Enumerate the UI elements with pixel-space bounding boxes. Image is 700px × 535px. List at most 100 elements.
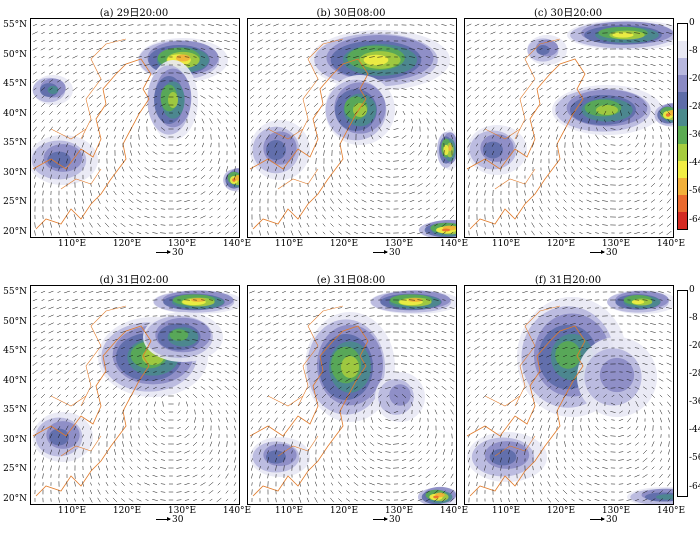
shading-contour xyxy=(555,341,581,369)
panel-title: (c) 30日20:00 xyxy=(533,8,603,19)
panel-title: (a) 29日20:00 xyxy=(99,8,169,19)
lon-label: 130°E xyxy=(384,506,414,516)
colorbar-label: 0 xyxy=(689,18,695,28)
shading-contour xyxy=(341,356,359,378)
coastline xyxy=(32,58,152,230)
coastline xyxy=(249,325,369,497)
lon-label: 120°E xyxy=(546,239,576,249)
map-frame xyxy=(247,18,457,238)
colorbar-swatch xyxy=(678,342,687,360)
lon-label: 130°E xyxy=(384,239,414,249)
shading-contour xyxy=(235,175,239,181)
colorbar-swatch xyxy=(678,427,687,445)
lon-label: 120°E xyxy=(546,506,576,516)
colorbar-label: -36 xyxy=(689,397,700,408)
reference-arrow xyxy=(156,517,171,521)
province-border xyxy=(50,38,127,190)
map-frame xyxy=(30,18,240,238)
lon-label: 130°E xyxy=(601,239,631,249)
colorbar-label: -56 xyxy=(689,453,700,464)
reference-label: 30 xyxy=(389,248,401,258)
reference-label: 30 xyxy=(606,515,618,525)
map-panel-a: (a) 29日20:00 55°N 50°N 45°N 40°N 35°N 30°N 25°N… xyxy=(3,8,251,258)
lat-label: 40°N xyxy=(3,108,27,119)
map-canvas xyxy=(466,290,673,504)
lat-label: 50°N xyxy=(3,316,27,327)
lat-label: 50°N xyxy=(3,49,27,60)
lat-label: 20°N xyxy=(3,493,27,504)
lon-label: 110°E xyxy=(57,506,87,516)
lon-label: 140°E xyxy=(222,239,252,249)
lat-label: 20°N xyxy=(3,226,27,237)
shading-contour xyxy=(190,298,206,302)
colorbar-label: -8 xyxy=(689,46,698,57)
shading-contour xyxy=(49,428,69,446)
lon-label: 130°E xyxy=(601,506,631,516)
lat-label: 35°N xyxy=(3,405,27,415)
shading-contour xyxy=(536,45,550,55)
lon-label: 120°E xyxy=(329,239,359,249)
province-border xyxy=(267,38,344,190)
lat-label: 55°N xyxy=(3,287,27,297)
shading-contour xyxy=(656,494,673,500)
colorbar-swatch xyxy=(678,325,687,343)
colorbar-swatch xyxy=(678,444,687,462)
reference-label: 30 xyxy=(389,515,401,525)
map-frame xyxy=(247,285,457,505)
colorbar-swatch xyxy=(678,58,687,76)
shading-contour xyxy=(169,329,189,341)
colorbar-label: -36 xyxy=(689,130,700,141)
shading-contour xyxy=(433,495,439,499)
wind-vectors xyxy=(32,23,238,236)
lon-label: 120°E xyxy=(112,239,142,249)
wind-vectors xyxy=(32,290,238,503)
colorbar-swatch xyxy=(678,143,687,161)
wind-vectors xyxy=(466,23,672,236)
colorbar-swatch xyxy=(678,160,687,178)
shading-contour xyxy=(175,54,191,62)
colorbar-label: -56 xyxy=(689,186,700,197)
reference-vector: 30 xyxy=(590,248,617,258)
lon-label: 130°E xyxy=(167,239,197,249)
map-panel-c: (c) 30日20:00 110°E 120°E 130°E 140°E 30 xyxy=(464,8,685,258)
reference-vector: 30 xyxy=(156,248,183,258)
colorbar-bottom xyxy=(677,290,688,497)
shading-contour xyxy=(168,92,178,108)
lon-label: 120°E xyxy=(329,506,359,516)
colorbar-swatch xyxy=(678,291,687,309)
colorbar-swatch xyxy=(678,177,687,195)
colorbar-swatch xyxy=(678,461,687,479)
map-frame xyxy=(464,285,674,505)
colorbar-label: -64 xyxy=(689,481,700,492)
lon-label: 140°E xyxy=(222,506,252,516)
reference-vector: 30 xyxy=(373,248,400,258)
shading-contour xyxy=(266,140,286,160)
reference-label: 30 xyxy=(606,248,618,258)
reference-vector: 30 xyxy=(373,515,400,525)
map-panel-f: (f) 31日20:00 110°E 120°E 130°E 140°E 30 xyxy=(464,275,685,525)
colorbar-label: -28 xyxy=(689,369,700,380)
coastline xyxy=(466,325,586,497)
map-canvas xyxy=(32,290,239,503)
shading-contour xyxy=(443,144,449,156)
coastline xyxy=(466,58,586,230)
panel-title: (d) 31日02:00 xyxy=(99,275,169,286)
map-canvas xyxy=(249,23,456,237)
lat-label: 45°N xyxy=(3,346,27,356)
province-border xyxy=(484,38,561,190)
province-border xyxy=(50,305,127,457)
shading-contour xyxy=(599,357,635,393)
colorbar-swatch xyxy=(678,24,687,42)
coastline xyxy=(249,58,369,230)
shading-contour xyxy=(232,178,236,182)
lon-label: 120°E xyxy=(112,506,142,516)
shading-contour xyxy=(483,141,503,159)
lon-label: 110°E xyxy=(274,506,304,516)
shading-contour xyxy=(489,448,517,466)
colorbar-swatch xyxy=(678,393,687,411)
colorbar-swatch xyxy=(678,308,687,326)
lon-label: 110°E xyxy=(57,239,87,249)
shading-contour xyxy=(448,144,452,152)
colorbar-top xyxy=(677,23,688,230)
province-border xyxy=(484,305,561,457)
